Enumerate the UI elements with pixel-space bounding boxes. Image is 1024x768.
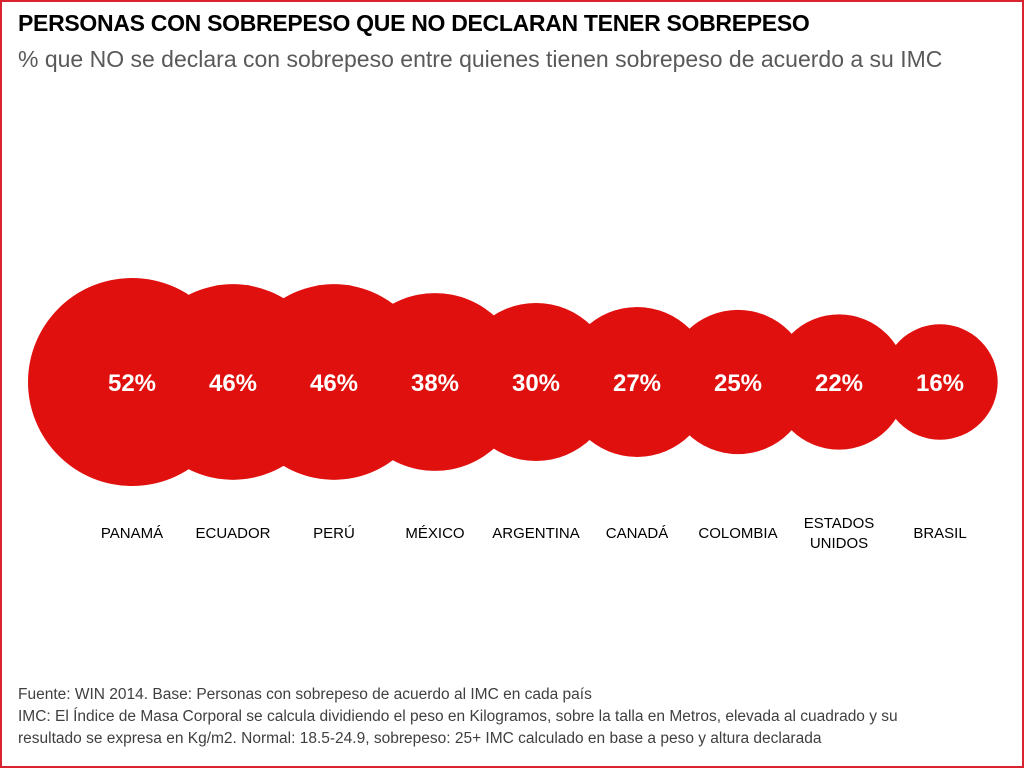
category-label-5: CANADÁ xyxy=(606,525,669,542)
bubble-8 xyxy=(882,324,998,440)
chart-title: PERSONAS CON SOBREPESO QUE NO DECLARAN T… xyxy=(18,10,810,36)
value-label-3: 38% xyxy=(411,370,459,397)
category-label-8: BRASIL xyxy=(913,525,966,542)
source-note: Fuente: WIN 2014. Base: Personas con sob… xyxy=(18,686,592,703)
imc-note-line1: IMC: El Índice de Masa Corporal se calcu… xyxy=(18,708,898,725)
value-label-2: 46% xyxy=(310,370,358,397)
bubble-7 xyxy=(771,314,907,450)
bubble-5 xyxy=(562,307,712,457)
value-label-6: 25% xyxy=(714,370,762,397)
category-label-1: ECUADOR xyxy=(195,525,270,542)
category-label-3: MÉXICO xyxy=(405,525,464,542)
category-label-0: PANAMÁ xyxy=(101,525,163,542)
imc-note-line2: resultado se expresa en Kg/m2. Normal: 1… xyxy=(18,730,822,747)
category-label-2: PERÚ xyxy=(313,525,355,542)
value-label-1: 46% xyxy=(209,370,257,397)
value-label-4: 30% xyxy=(512,370,560,397)
category-label-6: COLOMBIA xyxy=(698,525,777,542)
category-label-7: ESTADOS UNIDOS xyxy=(804,515,875,552)
value-label-0: 52% xyxy=(108,370,156,397)
footnotes: Fuente: WIN 2014. Base: Personas con sob… xyxy=(18,684,1008,750)
chart-subtitle: % que NO se declara con sobrepeso entre … xyxy=(18,46,943,72)
value-label-8: 16% xyxy=(916,370,964,397)
bubble-6 xyxy=(665,309,811,455)
value-label-5: 27% xyxy=(613,370,661,397)
bubble-chart: 52% 46% 46% 38% 30% 27% 25% 22% 16% PANAMÁ ECUADOR… xyxy=(28,278,998,552)
value-label-7: 22% xyxy=(815,370,863,397)
category-label-4: ARGENTINA xyxy=(492,525,580,542)
